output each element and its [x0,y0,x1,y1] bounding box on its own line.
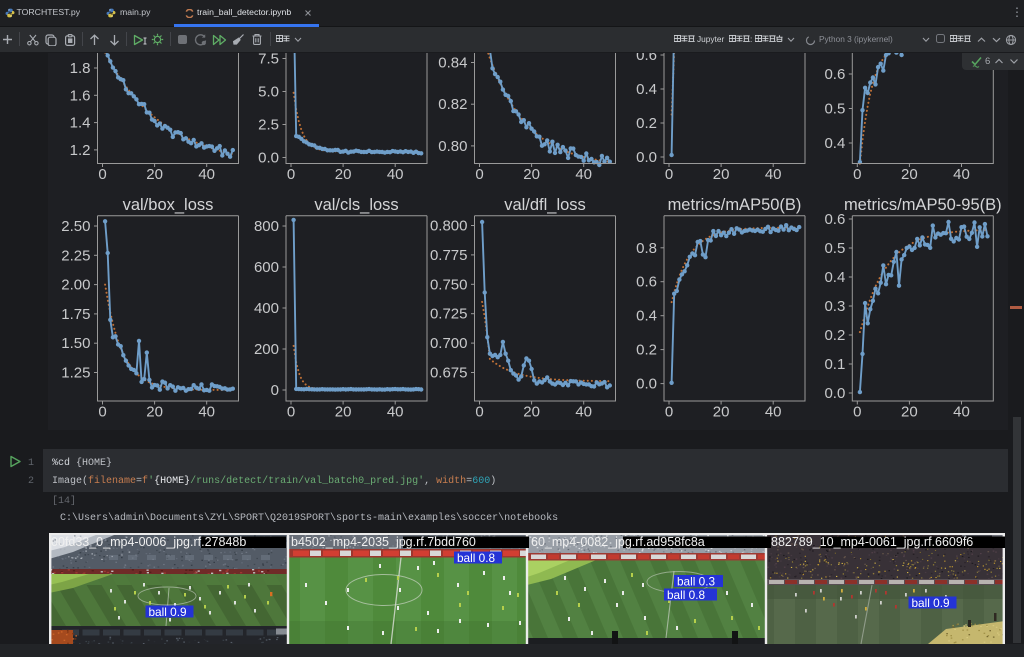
svg-text:0.5: 0.5 [824,101,845,118]
svg-text:ball 0.9: ball 0.9 [911,595,949,609]
svg-text:ball 0.8: ball 0.8 [457,550,495,564]
svg-text:0.82: 0.82 [438,96,467,113]
svg-text:1.25: 1.25 [61,365,90,382]
svg-text:1.2: 1.2 [70,142,91,159]
svg-text:40: 40 [765,166,782,183]
svg-text:40: 40 [198,404,215,421]
svg-text:0.5: 0.5 [824,240,845,257]
svg-text:20: 20 [713,166,730,183]
svg-text:0.84: 0.84 [438,55,467,72]
svg-text:0.6: 0.6 [824,211,845,228]
svg-text:0: 0 [475,404,483,421]
svg-text:0.2: 0.2 [636,115,657,132]
svg-text:0.775: 0.775 [430,247,468,264]
svg-text:600: 600 [254,259,279,276]
svg-text:b4502_mp4-2035_jpg.rf.7bdd760: b4502_mp4-2035_jpg.rf.7bdd760 [291,535,476,549]
svg-text:0: 0 [287,404,295,421]
svg-text:20: 20 [146,166,163,183]
svg-text:0.80: 0.80 [438,138,467,155]
svg-text:20: 20 [335,166,352,183]
svg-text:20: 20 [901,404,918,421]
svg-text:1.8: 1.8 [70,60,91,77]
svg-text:0.700: 0.700 [430,335,468,352]
svg-text:0: 0 [853,404,861,421]
svg-text:00fd33_0_mp4-0006_jpg.rf.27848: 00fd33_0_mp4-0006_jpg.rf.27848b [51,535,246,549]
svg-text:40: 40 [575,404,592,421]
svg-text:0.1: 0.1 [824,356,845,373]
svg-text:0: 0 [665,404,673,421]
svg-text:0.675: 0.675 [430,365,468,382]
svg-text:val/dfl_loss: val/dfl_loss [504,196,586,214]
svg-text:20: 20 [713,404,730,421]
svg-text:0.4: 0.4 [636,308,657,325]
svg-text:40: 40 [198,166,215,183]
svg-text:882789_10_mp4-0061_jpg.rf.6609: 882789_10_mp4-0061_jpg.rf.6609f6 [771,535,973,549]
svg-text:0.4: 0.4 [636,81,657,98]
svg-text:0.6: 0.6 [636,53,657,64]
svg-text:0: 0 [853,166,861,183]
svg-text:0: 0 [271,382,279,399]
svg-text:40: 40 [953,404,970,421]
svg-text:2.00: 2.00 [61,277,90,294]
svg-text:5.0: 5.0 [258,84,279,101]
svg-text:0: 0 [475,166,483,183]
svg-text:ball 0.3: ball 0.3 [677,574,715,588]
svg-text:0.4: 0.4 [824,269,845,286]
svg-text:40: 40 [387,166,404,183]
svg-text:40: 40 [953,166,970,183]
svg-text:20: 20 [523,166,540,183]
svg-text:0: 0 [98,166,106,183]
svg-text:400: 400 [254,300,279,317]
svg-text:2.25: 2.25 [61,247,90,264]
svg-text:0.2: 0.2 [824,327,845,344]
svg-text:40: 40 [765,404,782,421]
svg-text:0.0: 0.0 [636,376,657,393]
svg-text:0.3: 0.3 [824,298,845,315]
svg-text:0: 0 [287,166,295,183]
svg-text:20: 20 [901,166,918,183]
svg-text:20: 20 [523,404,540,421]
svg-text:0.750: 0.750 [430,276,468,293]
svg-text:0: 0 [98,404,106,421]
svg-text:0.4: 0.4 [824,135,845,152]
svg-text:0.6: 0.6 [824,66,845,83]
svg-text:0.800: 0.800 [430,218,468,235]
svg-text:800: 800 [254,218,279,235]
svg-text:20: 20 [335,404,352,421]
svg-text:1.6: 1.6 [70,87,91,104]
svg-text:metrics/mAP50-95(B): metrics/mAP50-95(B) [844,196,1002,214]
svg-text:0.0: 0.0 [636,149,657,166]
svg-text:1.75: 1.75 [61,306,90,323]
svg-text:0: 0 [665,166,673,183]
svg-text:val/cls_loss: val/cls_loss [314,196,398,214]
svg-text:0.0: 0.0 [824,385,845,402]
svg-text:0.6: 0.6 [636,274,657,291]
svg-text:40: 40 [575,166,592,183]
svg-text:60_mp4-0082_jpg.rf.ad958fc8a: 60_mp4-0082_jpg.rf.ad958fc8a [531,535,705,549]
svg-text:2.5: 2.5 [258,117,279,134]
svg-text:val/box_loss: val/box_loss [123,196,214,214]
svg-text:200: 200 [254,341,279,358]
svg-text:1.4: 1.4 [70,115,91,132]
svg-text:40: 40 [387,404,404,421]
svg-text:0.725: 0.725 [430,306,468,323]
svg-text:ball 0.8: ball 0.8 [667,587,705,601]
svg-text:0.2: 0.2 [636,342,657,359]
svg-text:20: 20 [146,404,163,421]
svg-text:2.50: 2.50 [61,218,90,235]
svg-text:metrics/mAP50(B): metrics/mAP50(B) [668,196,802,214]
svg-text:1.50: 1.50 [61,335,90,352]
svg-text:ball 0.9: ball 0.9 [148,604,186,618]
svg-text:0.8: 0.8 [636,240,657,257]
svg-text:0.0: 0.0 [258,150,279,167]
svg-text:7.5: 7.5 [258,53,279,68]
